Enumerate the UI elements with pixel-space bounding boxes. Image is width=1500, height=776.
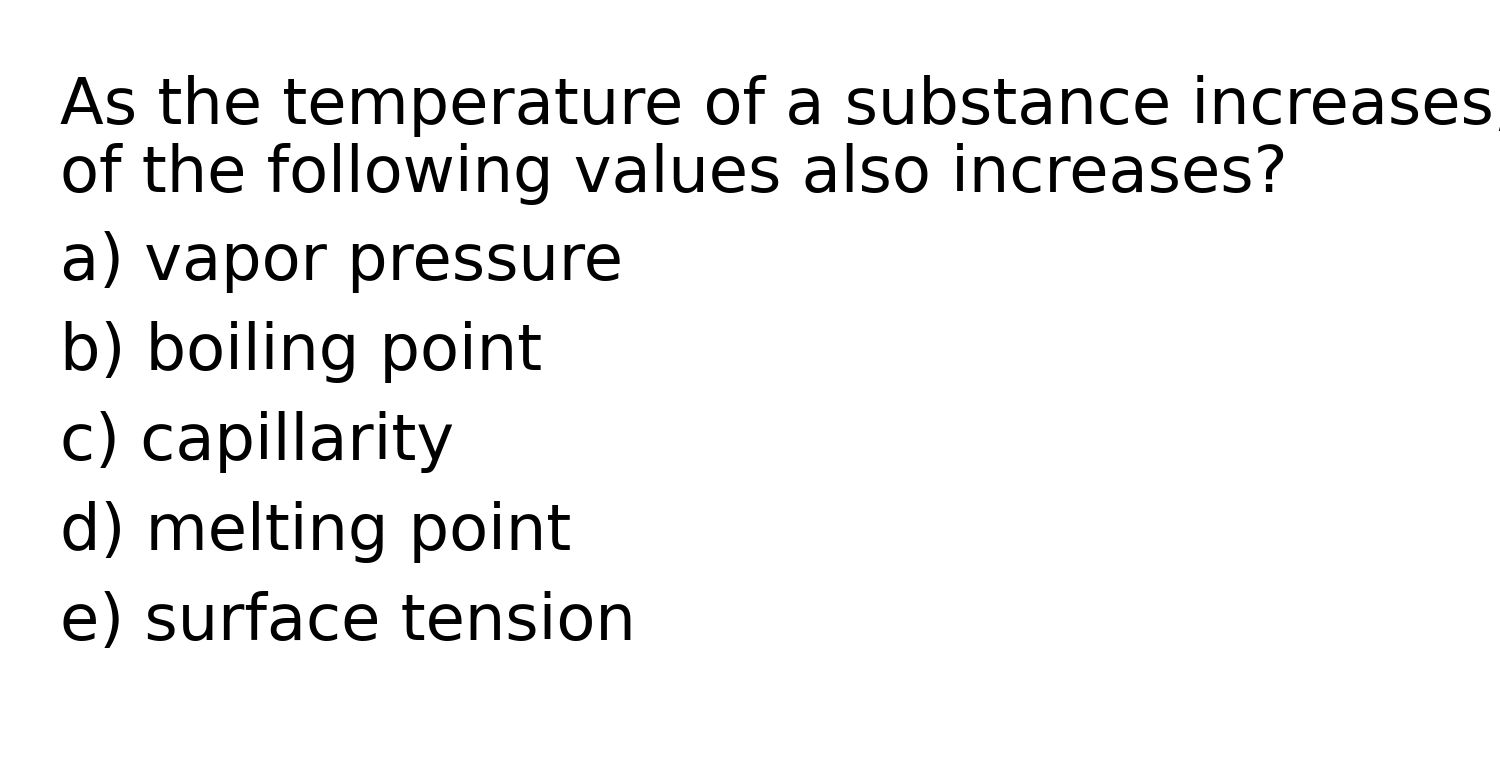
Text: d) melting point: d) melting point [60,501,572,563]
Text: e) surface tension: e) surface tension [60,591,636,653]
Text: a) vapor pressure: a) vapor pressure [60,231,622,293]
Text: of the following values also increases?: of the following values also increases? [60,143,1287,205]
Text: b) boiling point: b) boiling point [60,321,542,383]
Text: As the temperature of a substance increases, which: As the temperature of a substance increa… [60,75,1500,137]
Text: c) capillarity: c) capillarity [60,411,454,473]
